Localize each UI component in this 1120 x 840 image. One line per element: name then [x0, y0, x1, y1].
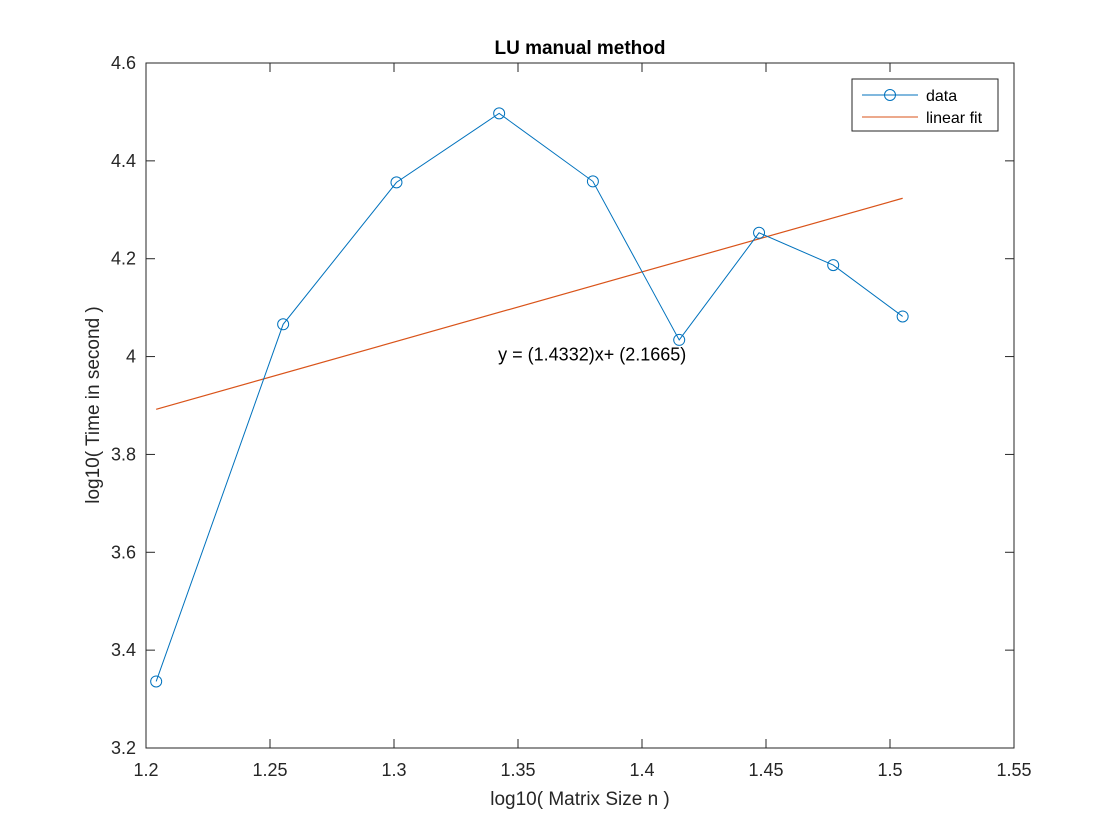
x-tick-label: 1.45: [748, 760, 783, 780]
y-axis-label: log10( Time in second ): [83, 306, 104, 504]
x-tick-label: 1.3: [381, 760, 406, 780]
y-tick-label: 4.4: [111, 151, 136, 171]
y-tick-label: 3.8: [111, 444, 136, 464]
y-tick-label: 4.2: [111, 249, 136, 269]
data-point-marker: [390, 176, 403, 189]
x-tick-label: 1.2: [133, 760, 158, 780]
data-point-marker: [493, 107, 506, 120]
ticks-layer: 1.2 1.25 1.3 1.35 1.4 1.45 1.5 1.55 3.2 3.4 3.6 3.8…: [111, 53, 1032, 780]
legend: data linear fit: [851, 78, 999, 132]
series-layer: [150, 107, 909, 688]
legend-data-label: data: [926, 88, 957, 105]
data-point-marker: [673, 333, 686, 346]
data-point-marker: [753, 226, 766, 239]
legend-fit-label: linear fit: [926, 110, 983, 127]
x-axis-label: log10( Matrix Size n ): [490, 789, 670, 810]
x-tick-label: 1.35: [500, 760, 535, 780]
linear-fit-line: [156, 197, 903, 410]
y-tick-label: 4: [126, 347, 136, 367]
x-tick-label: 1.25: [252, 760, 287, 780]
x-tick-label: 1.4: [629, 760, 654, 780]
data-point-marker: [827, 259, 840, 272]
legend-data-swatch-marker: [884, 89, 896, 101]
y-tick-label: 3.4: [111, 640, 136, 660]
data-point-marker: [277, 318, 290, 331]
chart-title: LU manual method: [494, 38, 665, 59]
y-tick-label: 3.6: [111, 542, 136, 562]
plot-area: [145, 62, 1015, 749]
x-tick-label: 1.5: [877, 760, 902, 780]
x-tick-label: 1.55: [996, 760, 1031, 780]
legend-box: [851, 78, 999, 132]
data-series-line: [155, 112, 903, 682]
data-point-marker: [896, 310, 909, 323]
data-point-marker: [150, 675, 163, 688]
data-point-marker: [586, 175, 599, 188]
y-tick-label: 4.6: [111, 53, 136, 73]
fit-equation-annotation: y = (1.4332)x+ (2.1665): [498, 345, 686, 365]
y-tick-label: 3.2: [111, 738, 136, 758]
